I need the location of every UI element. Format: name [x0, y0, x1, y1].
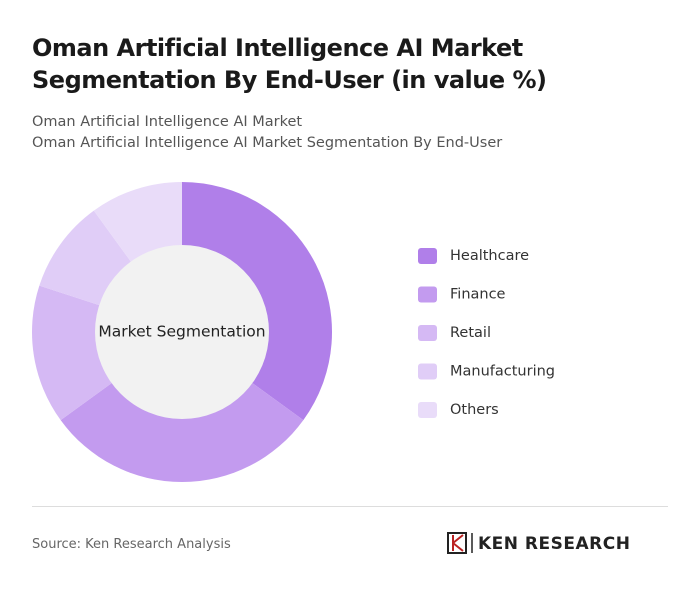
legend-swatch [418, 363, 437, 380]
legend-label: Finance [450, 287, 506, 303]
legend-label: Manufacturing [450, 364, 555, 380]
source: Source: Ken Research Analysis [32, 537, 231, 552]
chart-title: Oman Artificial Intelligence AI Market S… [32, 34, 547, 94]
logo-icon [447, 532, 473, 554]
legend-swatch [418, 248, 437, 264]
legend-swatch [418, 286, 437, 303]
legend-label: Healthcare [450, 248, 529, 264]
legend-label: Retail [450, 325, 491, 341]
logo-text: KEN RESEARCH [478, 534, 630, 554]
subtitle: Oman Artificial Intelligence AI Market [32, 114, 303, 130]
donut-hole [95, 245, 269, 419]
center-label: Market Segmentation [98, 323, 265, 341]
subtitle: Oman Artificial Intelligence AI Market S… [32, 135, 503, 151]
legend-swatch [418, 325, 437, 341]
divider [32, 506, 668, 507]
legend-swatch [418, 402, 437, 418]
legend-label: Others [450, 402, 499, 418]
